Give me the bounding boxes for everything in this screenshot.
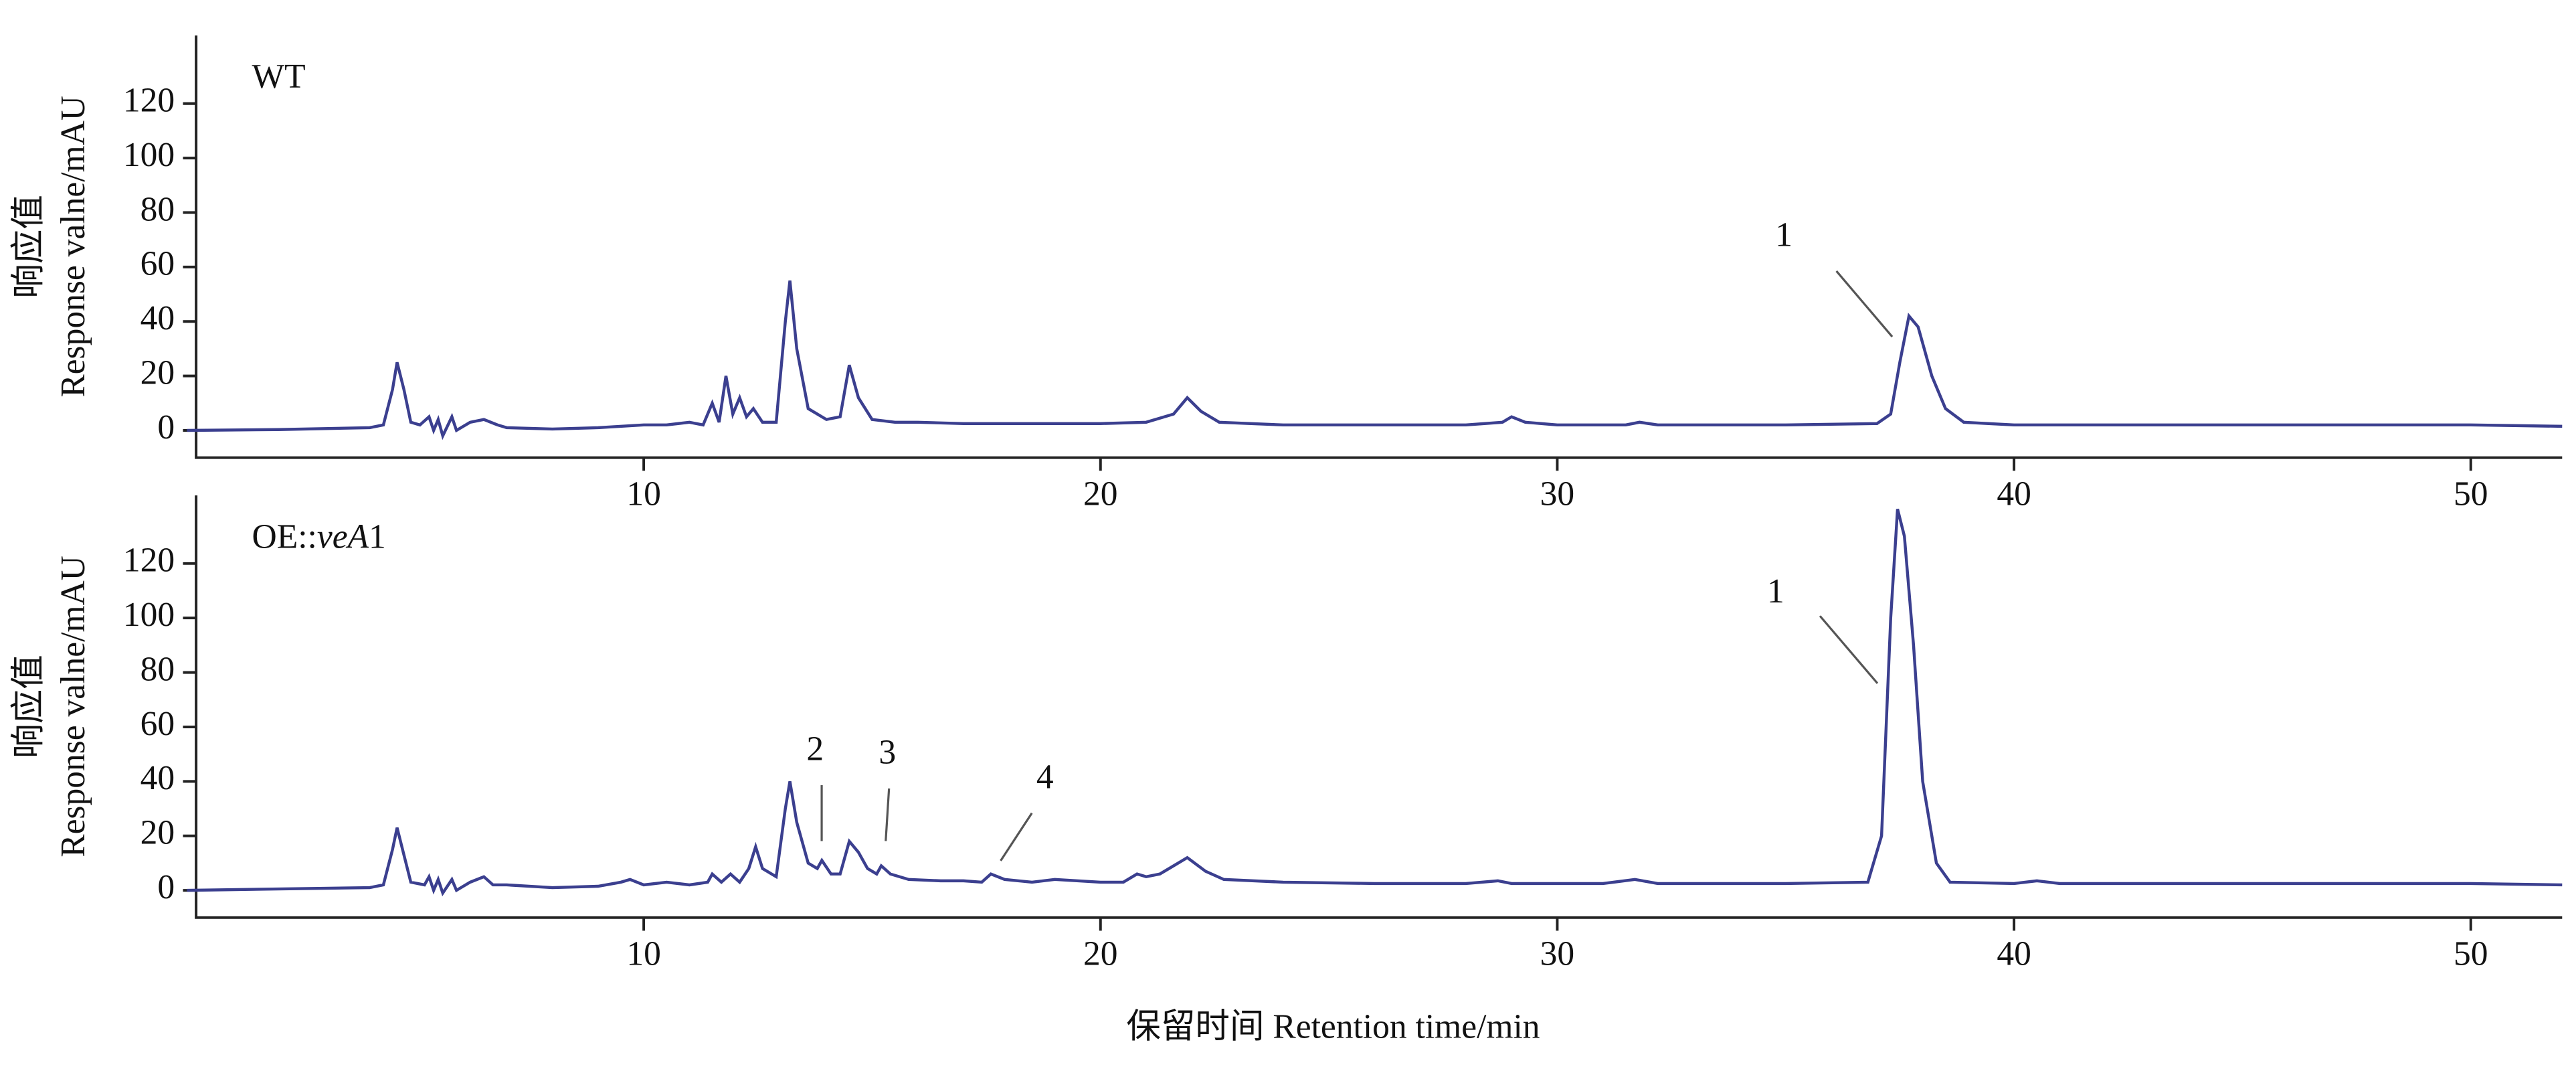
x-tick-label: 20 (1083, 475, 1118, 513)
panel-label-part: OE:: (252, 517, 317, 556)
x-tick-label: 20 (1083, 935, 1118, 973)
y-tick-label: 0 (157, 408, 175, 446)
panel-label-part: veA (317, 517, 369, 556)
y-tick-label: 60 (141, 245, 175, 283)
chromatogram-line (187, 508, 2563, 897)
y-tick-label: 0 (157, 868, 175, 906)
y-tick-label: 120 (123, 82, 175, 120)
leader-line (1819, 615, 1879, 684)
x-tick-label: 10 (626, 475, 661, 513)
y-tick-label: 120 (123, 542, 175, 580)
leader-line (885, 788, 891, 841)
panel-label: OE::veA1 (252, 517, 386, 556)
axis-spine (195, 35, 2563, 459)
peak-label: 4 (1036, 758, 1054, 796)
y-tick-label: 40 (141, 299, 175, 337)
chromatogram-line (187, 280, 2563, 440)
leader-line (1835, 270, 1894, 338)
y-tick-label: 40 (141, 759, 175, 797)
peak-label: 1 (1767, 572, 1784, 610)
y-tick-label: 100 (123, 596, 175, 634)
peak-label: 1 (1775, 216, 1792, 254)
leader-line (1000, 812, 1033, 861)
peak-label: 3 (879, 734, 896, 772)
x-tick-label: 10 (626, 935, 661, 973)
y-tick-label: 20 (141, 353, 175, 392)
panel-label-part: WT (252, 58, 306, 96)
peak-label: 2 (806, 730, 824, 768)
x-axis-label: 保留时间 Retention time/min (1126, 1007, 1540, 1046)
y-tick-label: 80 (141, 190, 175, 228)
x-tick-label: 40 (1997, 935, 2031, 973)
y-tick-label: 20 (141, 814, 175, 852)
x-tick-label: 50 (2454, 475, 2488, 513)
panel-label-part: 1 (369, 517, 386, 556)
y-axis-label: 响应值 (10, 195, 48, 299)
x-tick-label: 30 (1540, 475, 1575, 513)
axis-spine (195, 495, 2563, 919)
y-axis-label: 响应值 (10, 655, 48, 758)
x-tick-label: 50 (2454, 935, 2488, 973)
x-tick-label: 40 (1997, 475, 2031, 513)
panel-label: WT (252, 58, 306, 96)
y-axis-label: Response valne/mAU (54, 556, 92, 857)
y-tick-label: 80 (141, 650, 175, 688)
y-axis-label: Response valne/mAU (54, 96, 92, 398)
y-tick-label: 100 (123, 136, 175, 174)
y-tick-label: 60 (141, 705, 175, 743)
x-tick-label: 30 (1540, 935, 1575, 973)
